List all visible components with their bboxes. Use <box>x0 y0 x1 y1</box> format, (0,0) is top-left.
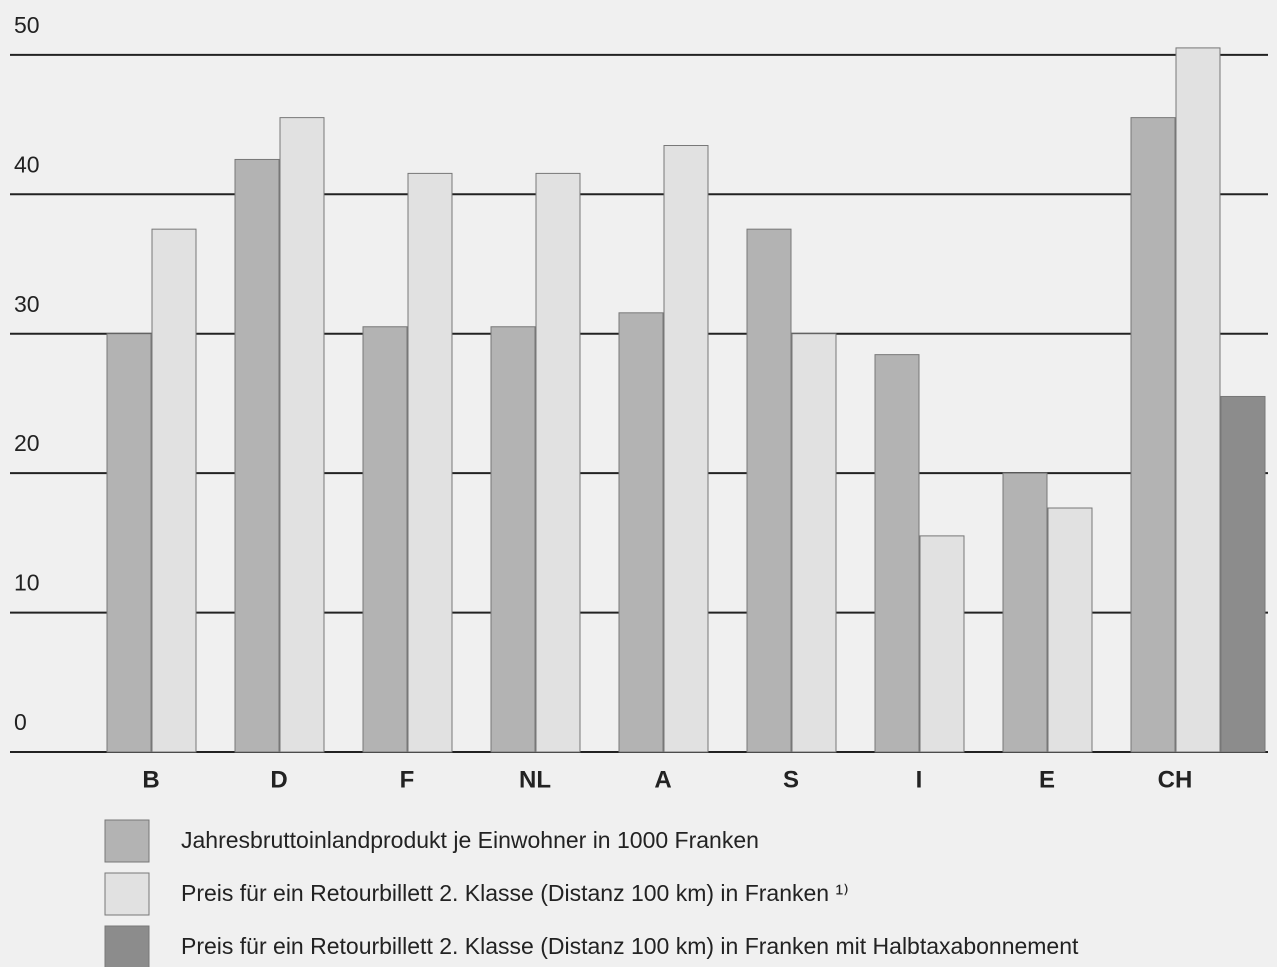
bar <box>1130 117 1176 753</box>
y-tick-label: 20 <box>14 430 40 456</box>
legend-swatch <box>104 925 150 967</box>
bar <box>618 312 664 753</box>
bar <box>874 354 920 753</box>
bar <box>791 333 837 753</box>
legend-label: Preis für ein Retourbillett 2. Klasse (D… <box>181 880 849 906</box>
x-tick-label: E <box>1039 766 1055 793</box>
bar <box>746 228 792 753</box>
bar <box>663 145 709 753</box>
legend-swatch <box>104 819 150 863</box>
x-tick-label: B <box>142 766 159 793</box>
y-tick-label: 0 <box>14 709 27 735</box>
legend-swatch <box>104 872 150 916</box>
bar <box>279 117 325 753</box>
bar <box>362 326 408 753</box>
x-tick-label: CH <box>1158 766 1193 793</box>
y-tick-label: 30 <box>14 291 40 317</box>
legend-label: Preis für ein Retourbillett 2. Klasse (D… <box>181 933 1079 959</box>
bar <box>1002 472 1048 753</box>
x-tick-label: I <box>916 766 923 793</box>
bar <box>919 535 965 753</box>
bar <box>1220 395 1266 753</box>
x-tick-label: D <box>270 766 287 793</box>
y-tick-label: 40 <box>14 151 40 177</box>
legend-label: Jahresbruttoinlandprodukt je Einwohner i… <box>181 827 759 853</box>
bar <box>1047 507 1093 753</box>
bar <box>1175 47 1221 753</box>
x-tick-label: A <box>654 766 671 793</box>
x-tick-label: NL <box>519 766 551 793</box>
bar <box>234 158 280 753</box>
bar <box>535 172 581 753</box>
bar <box>407 172 453 753</box>
bar <box>151 228 197 753</box>
bar <box>490 326 536 753</box>
y-tick-label: 10 <box>14 570 40 596</box>
y-tick-label: 50 <box>14 12 40 38</box>
x-tick-label: F <box>400 766 415 793</box>
x-tick-label: S <box>783 766 799 793</box>
bar <box>106 333 152 753</box>
